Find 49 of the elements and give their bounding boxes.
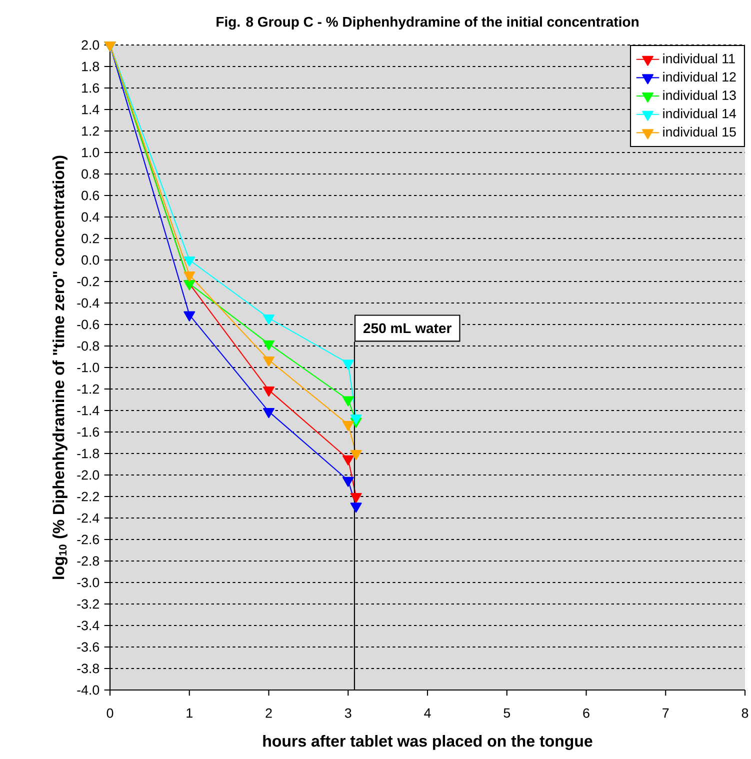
- y-tick-label: -4.0: [77, 685, 100, 695]
- x-tick-label: 0: [106, 708, 114, 718]
- y-tick-label: 0.4: [82, 212, 100, 222]
- legend-label: individual 11: [663, 54, 735, 64]
- y-tick-label: 1.4: [82, 104, 100, 114]
- y-tick-label: -2.6: [77, 534, 100, 544]
- y-tick-label: -3.6: [77, 642, 100, 652]
- y-tick-label: -2.8: [77, 556, 100, 566]
- legend-label: individual 13: [663, 90, 736, 100]
- y-tick-label: 2.0: [82, 40, 100, 50]
- x-axis-title: hours after tablet was placed on the tongue: [263, 735, 592, 750]
- x-tick-label: 3: [344, 708, 352, 718]
- x-tick-label: 1: [186, 708, 192, 718]
- y-tick-label: -1.8: [77, 448, 100, 458]
- x-tick-label: 6: [583, 708, 590, 718]
- y-tick-label: -0.4: [77, 298, 100, 308]
- y-tick-label: 1.0: [82, 148, 100, 158]
- y-tick-label: 1.8: [82, 62, 100, 72]
- x-tick-label: 2: [266, 708, 272, 718]
- x-tick-label: 8: [742, 708, 748, 718]
- y-tick-label: 0.8: [82, 169, 100, 179]
- y-tick-label: 0.0: [82, 255, 100, 265]
- y-tick-label: -1.0: [77, 362, 100, 372]
- y-tick-label: -3.8: [77, 664, 100, 674]
- y-tick-label: -3.0: [77, 578, 100, 588]
- y-tick-label: -1.2: [77, 384, 99, 394]
- y-tick-label: -2.0: [77, 470, 100, 480]
- y-axis-title: log$_{10}$ (% Diphenhydramine of "time zero" concentration): [52, 156, 68, 579]
- chart-title: Fig. 8 Group C - % Diphenhydramine of the initial concentration: [216, 16, 638, 30]
- ref-line-label: 250 mL water: [363, 323, 452, 334]
- y-tick-label: -3.2: [77, 599, 99, 609]
- y-tick-label: 1.6: [82, 83, 100, 93]
- x-tick-label: 7: [662, 708, 669, 718]
- x-tick-label: 4: [424, 708, 431, 718]
- y-tick-label: -2.4: [77, 513, 100, 523]
- y-tick-label: -2.2: [77, 492, 99, 502]
- y-tick-label: -0.6: [77, 320, 100, 330]
- y-tick-label: -0.8: [77, 341, 100, 351]
- y-tick-label: -3.4: [77, 620, 100, 630]
- x-tick-label: 5: [504, 708, 510, 718]
- y-tick-label: 1.2: [82, 126, 99, 136]
- legend-label: individual 12: [663, 72, 736, 82]
- y-tick-label: 0.6: [82, 190, 100, 200]
- legend-label: individual 15: [663, 126, 736, 137]
- y-tick-label: 0.2: [82, 234, 99, 244]
- y-tick-label: -0.2: [77, 276, 99, 286]
- legend-label: individual 14: [663, 108, 736, 118]
- y-tick-label: -1.4: [77, 406, 100, 416]
- y-tick-label: -1.6: [77, 427, 100, 437]
